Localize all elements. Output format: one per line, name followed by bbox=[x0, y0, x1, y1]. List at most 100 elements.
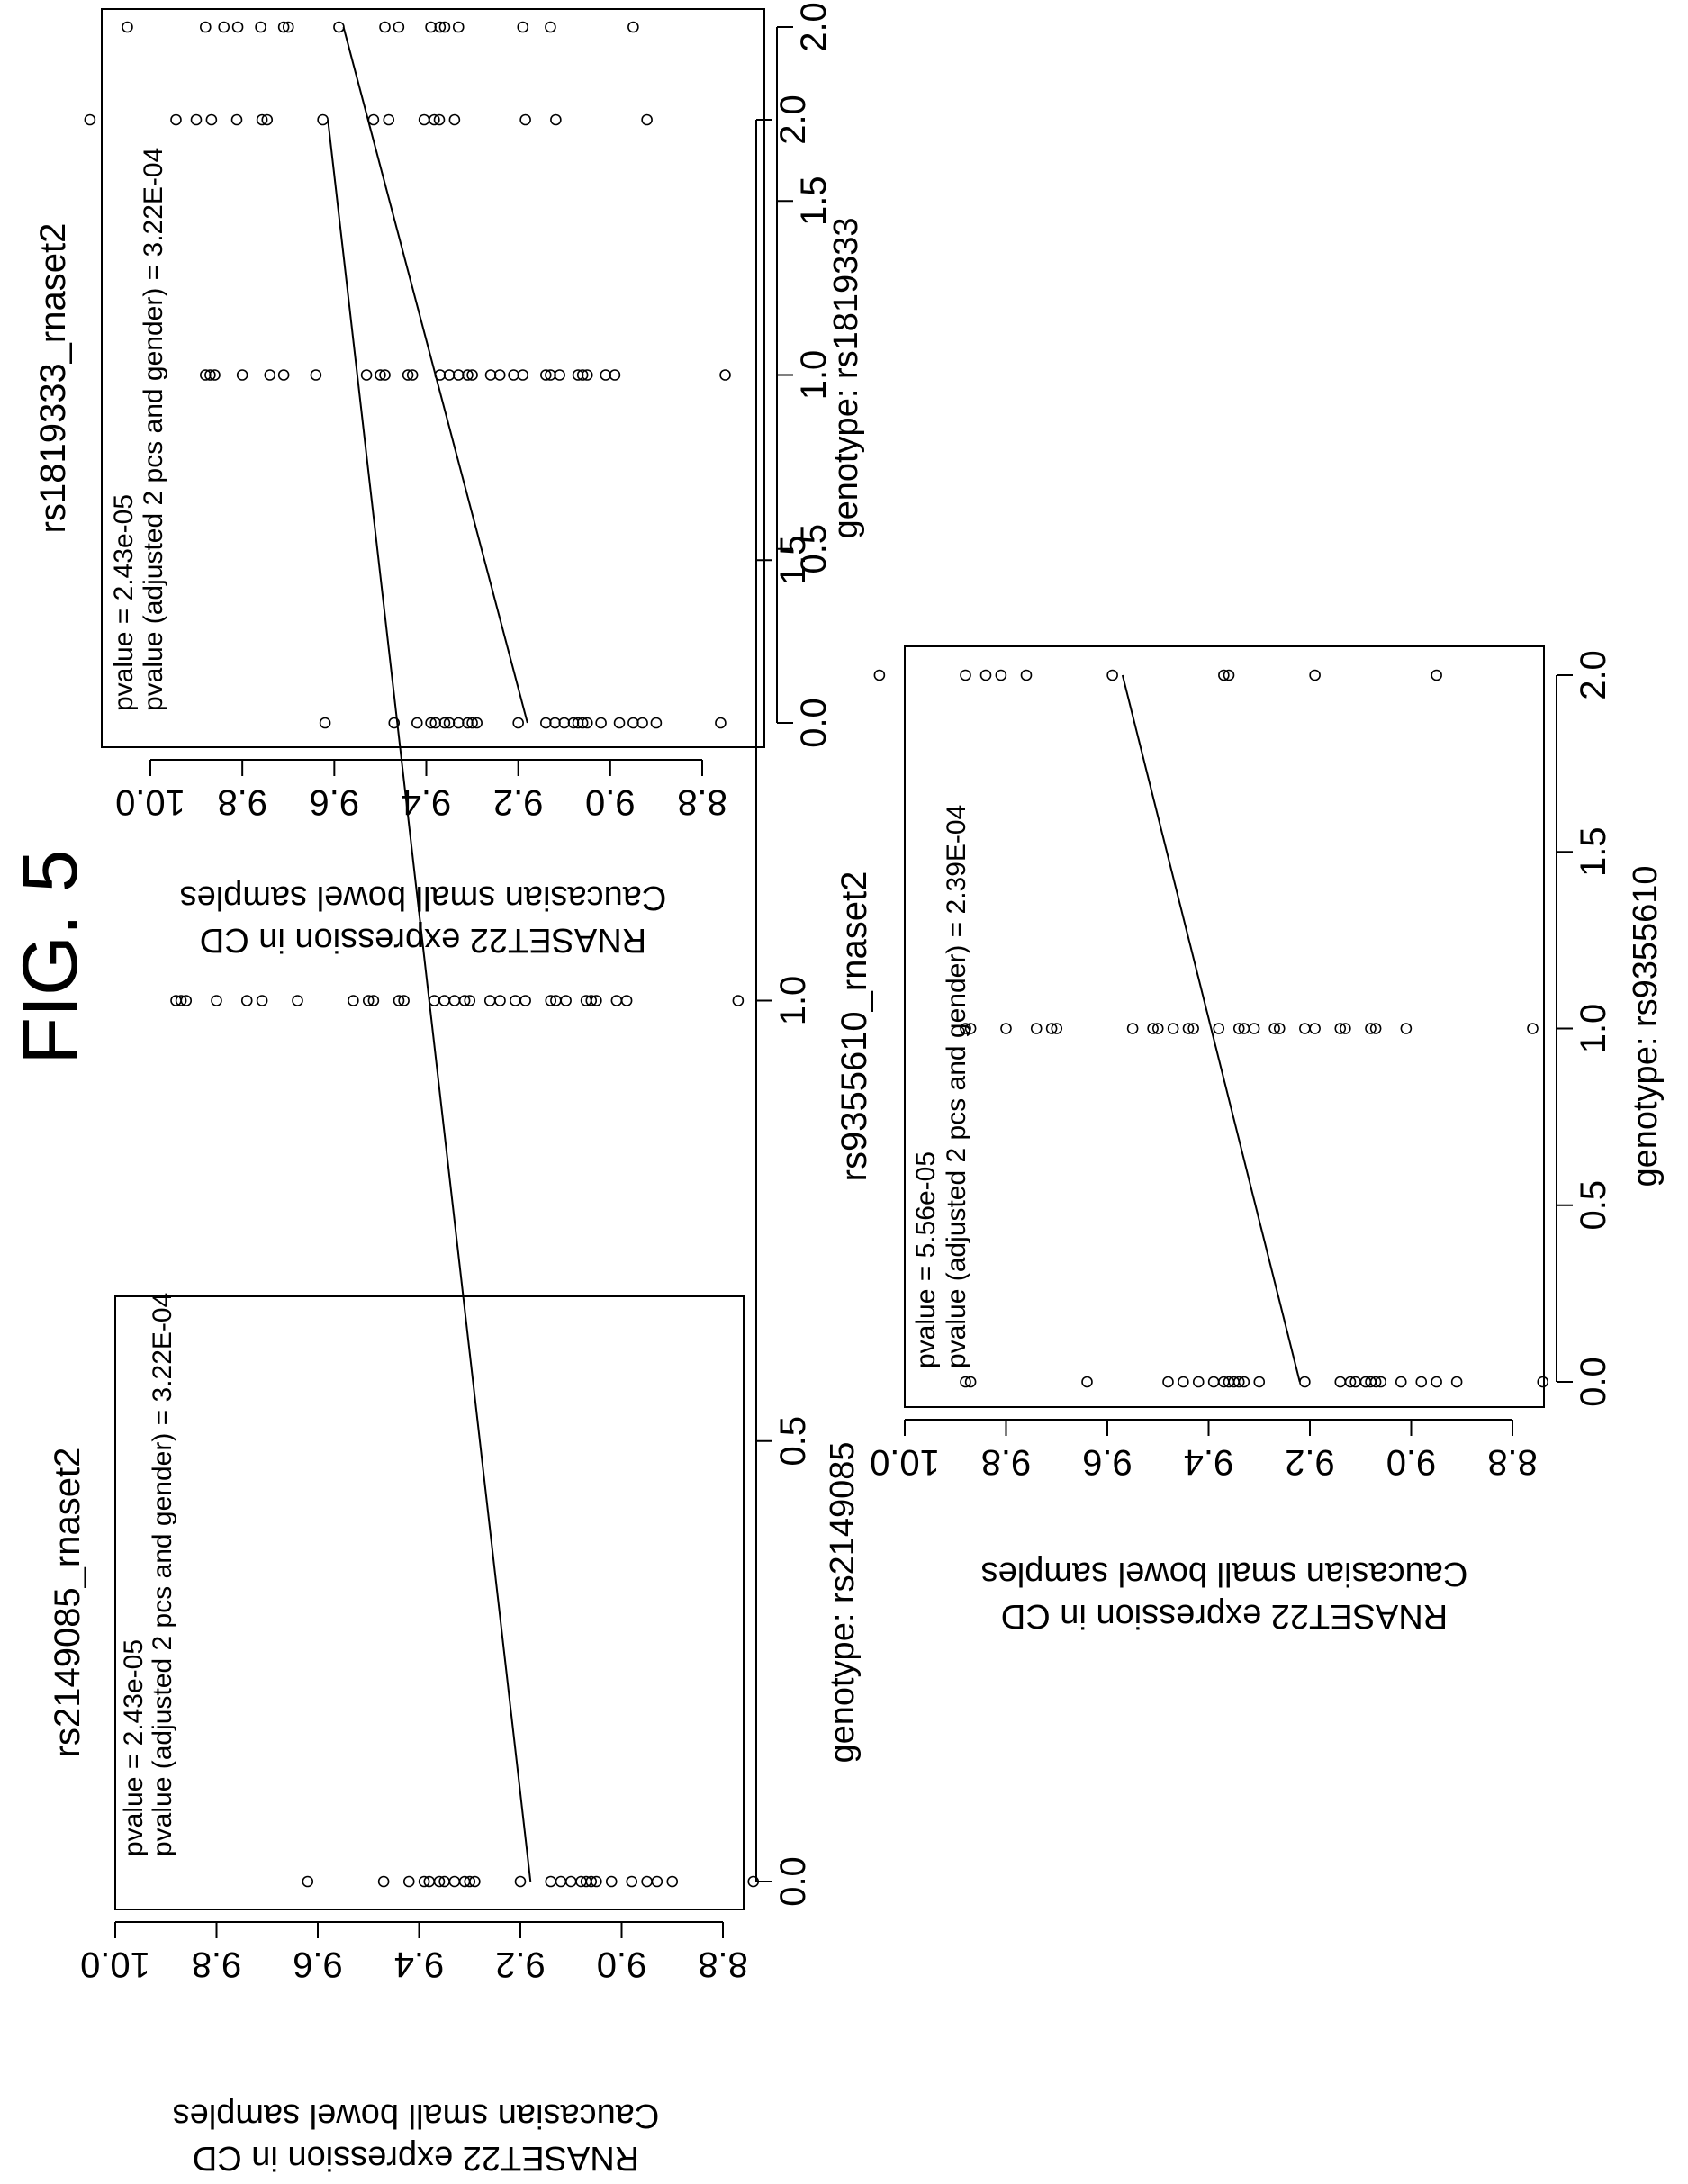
data-point bbox=[964, 1376, 977, 1388]
data-point bbox=[576, 369, 589, 381]
y-tick-label: 9.6 bbox=[293, 1945, 343, 1984]
data-point bbox=[555, 1875, 567, 1888]
data-point bbox=[277, 369, 290, 381]
data-point bbox=[84, 113, 96, 126]
data-point bbox=[650, 717, 663, 729]
data-point bbox=[1415, 1376, 1428, 1388]
x-tick-label: 1.5 bbox=[794, 176, 834, 226]
data-point bbox=[995, 669, 1007, 681]
data-point bbox=[564, 1875, 577, 1888]
data-point bbox=[494, 995, 506, 1006]
data-point bbox=[1187, 1023, 1199, 1034]
data-point bbox=[277, 21, 290, 33]
data-point bbox=[348, 995, 359, 1006]
data-point bbox=[979, 669, 992, 681]
data-point bbox=[576, 717, 589, 729]
data-point bbox=[1106, 669, 1118, 681]
data-point bbox=[483, 995, 496, 1006]
y-tick-label: 10.0 bbox=[870, 1442, 940, 1482]
x-tick-label: 0.5 bbox=[794, 524, 834, 574]
data-point bbox=[549, 717, 561, 729]
data-point bbox=[236, 369, 248, 381]
data-point bbox=[464, 1875, 476, 1888]
data-point bbox=[1248, 1023, 1260, 1034]
y-tick-label: 8.8 bbox=[1487, 1442, 1538, 1482]
data-point bbox=[560, 995, 572, 1006]
y-tick-label: 9.0 bbox=[1386, 1442, 1437, 1482]
data-point bbox=[1344, 1376, 1357, 1388]
y-tick-label: 9.4 bbox=[394, 1945, 445, 1984]
x-tick-label: 1.0 bbox=[773, 976, 813, 1026]
data-point bbox=[605, 1875, 618, 1888]
data-point bbox=[200, 21, 212, 33]
data-point bbox=[317, 113, 329, 126]
data-point bbox=[1051, 1023, 1063, 1034]
plot-frame bbox=[101, 8, 765, 748]
data-point bbox=[585, 995, 598, 1006]
data-point bbox=[438, 717, 451, 729]
data-point bbox=[170, 113, 182, 126]
data-point bbox=[1162, 1376, 1174, 1388]
data-point bbox=[591, 995, 602, 1006]
data-point bbox=[1400, 1023, 1413, 1034]
x-tick-label: 2.0 bbox=[794, 2, 834, 52]
data-point bbox=[418, 113, 430, 126]
data-point bbox=[960, 1376, 971, 1388]
y-axis-label-line-2: Caucasian small bowel samples bbox=[180, 879, 667, 916]
data-point bbox=[545, 21, 556, 33]
data-point bbox=[540, 369, 552, 381]
data-point bbox=[458, 995, 471, 1006]
data-point bbox=[641, 113, 653, 126]
y-axis-label-line-2: Caucasian small bowel samples bbox=[173, 2097, 660, 2134]
data-point bbox=[591, 1875, 602, 1888]
annotation-adjusted-pvalue: pvalue (adjusted 2 pcs and gender) = 2.3… bbox=[942, 805, 971, 1368]
data-point bbox=[554, 369, 565, 381]
data-point bbox=[377, 1875, 390, 1888]
x-tick-label: 0.0 bbox=[794, 698, 834, 748]
y-tick-label: 10.0 bbox=[80, 1945, 150, 1984]
y-tick-label: 8.8 bbox=[677, 782, 727, 822]
data-point bbox=[1527, 1023, 1539, 1034]
y-axis-label-line-2: Caucasian small bowel samples bbox=[981, 1555, 1468, 1593]
x-axis-label: genotype: rs9355610 bbox=[1627, 865, 1665, 1187]
data-point bbox=[466, 717, 478, 729]
data-point bbox=[719, 369, 731, 381]
data-point bbox=[540, 717, 552, 729]
data-point bbox=[545, 1875, 557, 1888]
x-axis-label: genotype: rs2149085 bbox=[824, 1441, 862, 1763]
y-axis-label-line-1: RNASET22 expression in CD bbox=[1001, 1597, 1448, 1635]
data-point bbox=[418, 1875, 430, 1888]
x-tick-label: 1.5 bbox=[773, 535, 813, 585]
data-point bbox=[282, 21, 294, 33]
data-point bbox=[600, 369, 612, 381]
data-point bbox=[1369, 1023, 1382, 1034]
data-point bbox=[205, 113, 218, 126]
data-point bbox=[1030, 1023, 1043, 1034]
data-point bbox=[1334, 1376, 1347, 1388]
chart-title: rs1819333_rnaset2 bbox=[33, 223, 73, 534]
data-point bbox=[231, 21, 244, 33]
data-point bbox=[464, 995, 476, 1006]
data-point bbox=[1000, 1023, 1012, 1034]
data-point bbox=[211, 995, 222, 1006]
chart-title: rs2149085_rnaset2 bbox=[48, 1448, 87, 1758]
data-point bbox=[1253, 1376, 1266, 1388]
data-point bbox=[367, 113, 380, 126]
data-point bbox=[581, 369, 593, 381]
figure-label: FIG. 5 bbox=[7, 850, 94, 1065]
data-point bbox=[256, 995, 268, 1006]
data-point bbox=[626, 1875, 638, 1888]
data-point bbox=[462, 369, 474, 381]
data-point bbox=[452, 369, 465, 381]
data-point bbox=[666, 1875, 679, 1888]
data-point bbox=[433, 1875, 446, 1888]
data-point bbox=[434, 21, 447, 33]
data-point bbox=[1299, 1376, 1311, 1388]
data-point bbox=[256, 113, 268, 126]
annotation-adjusted-pvalue: pvalue (adjusted 2 pcs and gender) = 3.2… bbox=[148, 1293, 177, 1856]
data-point bbox=[1081, 1376, 1093, 1388]
y-tick-label: 10.0 bbox=[115, 782, 185, 822]
regression-line bbox=[342, 26, 528, 724]
data-point bbox=[433, 113, 446, 126]
